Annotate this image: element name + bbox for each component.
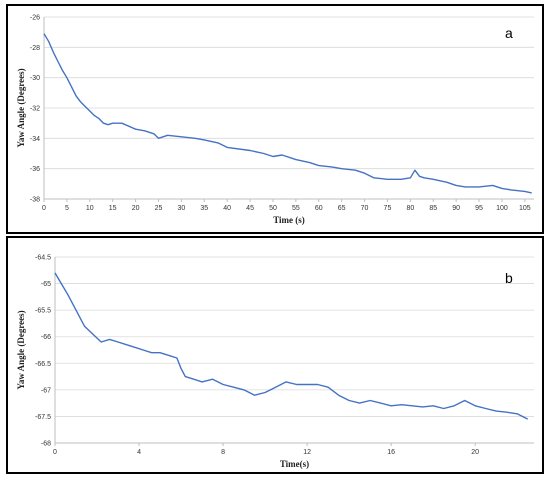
chart-b-x-axis-title: Time(s) [280,459,309,469]
chart-a-x-tick-label: 105 [519,205,531,212]
chart-b-x-tick-label: 4 [137,449,141,456]
chart-b-panel-label: b [505,270,513,286]
chart-a-y-tick-label: -36 [30,166,40,173]
chart-a-y-tick-label: -28 [30,45,40,52]
chart-a-x-tick-label: 95 [475,205,483,212]
chart-a-x-tick-label: 35 [200,205,208,212]
chart-b-svg: -64.5 -65 -65.5 -66 -66.5 -67 -67.5 -680 4 8 12 16 2… [16,255,534,469]
chart-a-x-tick-label: 65 [338,205,346,212]
chart-b-x-tick-label: 8 [221,449,225,456]
chart-a-x-tick-label: 25 [155,205,163,212]
chart-a-x-tick-label: 80 [406,205,414,212]
chart-b-y-tick-label: -64.5 [35,255,51,262]
chart-b-y-tick-label: -67 [41,387,51,394]
chart-a-x-tick-label: 20 [132,205,140,212]
chart-a-y-tick-label: -26 [30,15,40,22]
chart-a-x-axis-title: Time (s) [273,215,305,225]
chart-b-y-tick-label: -66.5 [35,361,51,368]
chart-a-x-tick-label: 15 [109,205,117,212]
chart-b-x-tick-label: 16 [387,449,395,456]
chart-a-x-tick-label: 85 [429,205,437,212]
chart-a-y-tick-label: -38 [30,197,40,204]
chart-a-x-tick-label: 10 [86,205,94,212]
chart-b-y-axis-title: Yaw Angle (Degrees) [16,310,26,389]
chart-b-x-tick-label: 20 [471,449,479,456]
chart-a-panel-label: a [505,25,513,41]
chart-a-x-tick-label: 50 [269,205,277,212]
chart-panel-b: -64.5 -65 -65.5 -66 -66.5 -67 -67.5 -68 0 4 8 12 16 2… [6,236,544,474]
chart-a-x-tick-label: 40 [223,205,231,212]
chart-a-svg: -26 -28 -30 -32 -34 -36 -380 5 10 15 20 25 30 35 40 45 5… [16,15,534,225]
chart-a-x-tick-label: 90 [452,205,460,212]
chart-a-x-tick-label: 30 [177,205,185,212]
chart-b-series-line [54,272,529,420]
chart-panel-a: -26 -28 -30 -32 -34 -36 -38 0 5 10 15 20 25 30 35 40 45 5… [6,4,544,234]
chart-a-x-tick-label: 100 [496,205,508,212]
chart-b-y-tick-label: -65.5 [35,308,51,315]
chart-a-y-tick-label: -34 [30,136,40,143]
chart-b-y-tick-label: -66 [41,334,51,341]
chart-b-x-tick-label: 12 [303,449,311,456]
chart-b-x-tick-label: 0 [53,449,57,456]
chart-a-x-tick-label: 0 [42,205,46,212]
chart-a-y-tick-label: -30 [30,75,40,82]
chart-a-x-tick-label: 55 [292,205,300,212]
chart-a-x-tick-label: 70 [361,205,369,212]
chart-a-x-tick-label: 5 [65,205,69,212]
chart-b-y-tick-label: -67.5 [35,414,51,421]
chart-a-x-tick-label: 45 [246,205,254,212]
chart-a-x-tick-label: 75 [384,205,392,212]
chart-a-series-line [43,33,532,194]
chart-b-y-tick-label: -65 [41,281,51,288]
chart-a-y-tick-label: -32 [30,106,40,113]
chart-a-x-tick-label: 60 [315,205,323,212]
chart-a-y-axis-title: Yaw Angle (Degrees) [16,68,26,147]
chart-b-y-tick-label: -68 [41,441,51,448]
